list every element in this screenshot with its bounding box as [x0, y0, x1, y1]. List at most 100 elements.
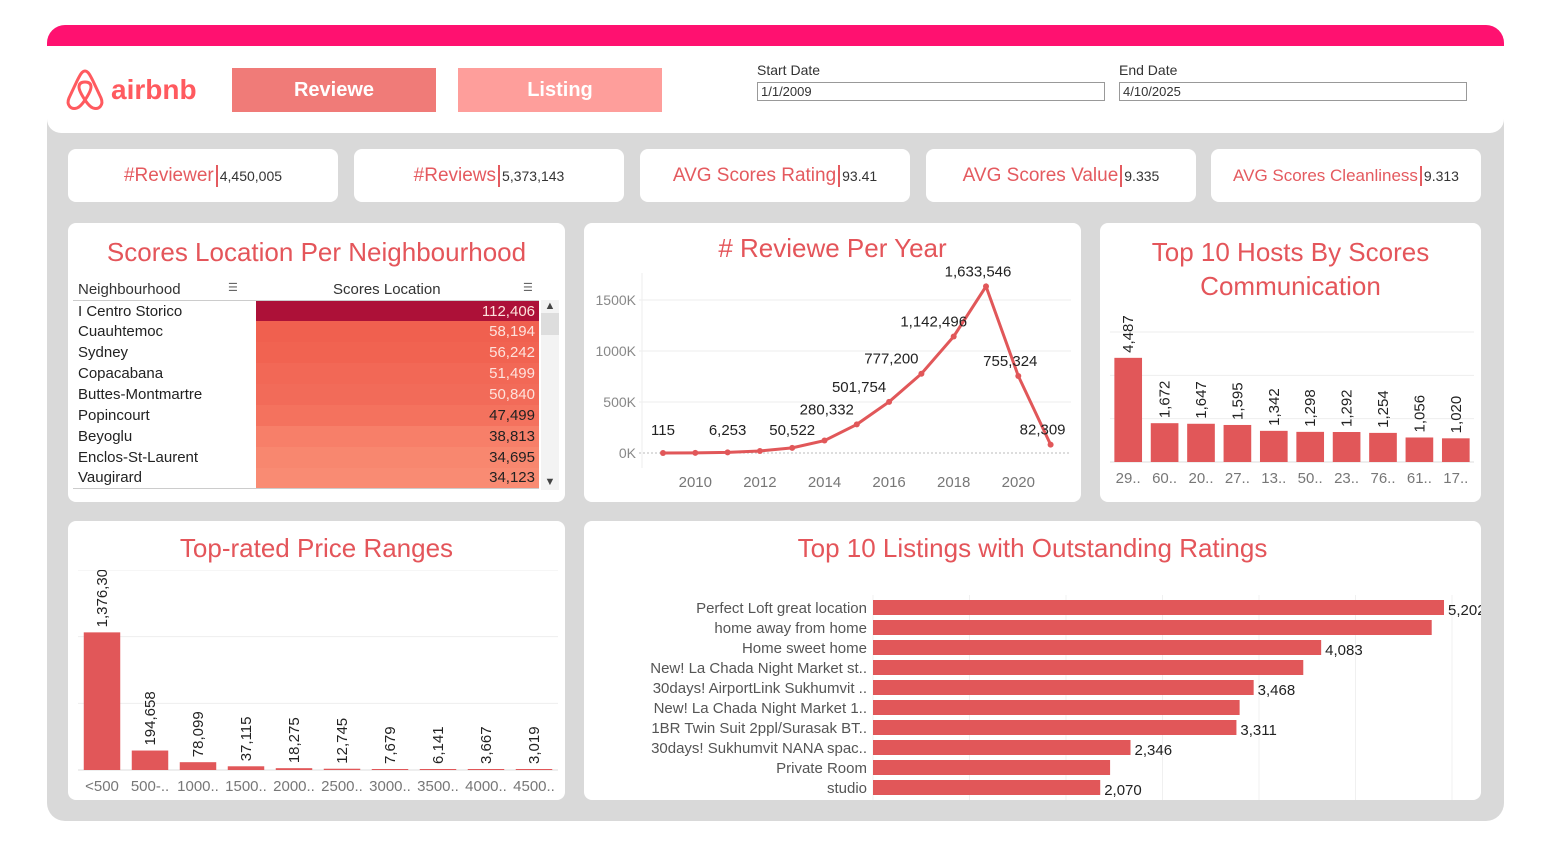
panel-title: Top-rated Price Ranges [179, 533, 454, 563]
tab-reviewe[interactable]: Reviewe [232, 68, 436, 112]
data-label: 18,275 [286, 717, 303, 763]
bar [1405, 437, 1434, 462]
bar [179, 762, 217, 770]
x-tick-label: 23.. [1334, 470, 1359, 487]
data-point [789, 444, 796, 451]
table-row[interactable]: Beyoglu 38,813 [73, 425, 539, 447]
scroll-up-icon[interactable]: ▲ [544, 300, 556, 312]
table-row[interactable]: Enclos-St-Laurent 34,695 [73, 446, 539, 468]
kpi-value: 9.335 [1124, 167, 1160, 184]
x-tick-label: 1500.. [225, 778, 267, 795]
data-point [660, 449, 666, 456]
airbnb-icon [66, 69, 104, 110]
table-row[interactable]: Cuauhtemoc 58,194 [73, 321, 539, 343]
x-tick-label: 4000.. [465, 778, 507, 795]
x-tick-label: 2500.. [321, 778, 363, 795]
sort-icon[interactable]: ☰ [228, 282, 238, 294]
data-label: 3,019 [526, 726, 543, 764]
panel-title: Scores Location Per Neighbourhood [106, 237, 527, 267]
scores-location-value: 56,242 [256, 342, 539, 364]
bar [873, 720, 1237, 735]
price-bar-chart: 1,376,302 <500 194,658 500-.. 78,099 1000.. 37… [78, 570, 558, 795]
start-date-filter: Start Date [757, 62, 1105, 101]
scores-location-value: 50,840 [256, 384, 539, 405]
data-label: 755,324 [983, 353, 1037, 370]
data-label: 1,633,546 [945, 263, 1012, 280]
airbnb-logo: airbnb [65, 68, 197, 112]
x-tick-label: 500-.. [131, 778, 169, 795]
bar [1332, 432, 1361, 462]
bar [467, 769, 505, 770]
data-label: 3,667 [478, 726, 495, 764]
bar [1441, 438, 1470, 462]
data-label: 50,522 [769, 422, 815, 439]
start-date-input[interactable] [757, 82, 1105, 101]
data-label: 280,332 [800, 401, 854, 418]
tab-listing[interactable]: Listing [458, 68, 662, 112]
x-tick-label: 1000.. [177, 778, 219, 795]
data-label: 1,595 [1229, 382, 1246, 420]
bar [1150, 423, 1179, 462]
col-header-neighbourhood[interactable]: Neighbourhood ☰ [78, 281, 238, 298]
scroll-down-icon[interactable]: ▼ [544, 476, 556, 488]
data-label: 37,115 [238, 717, 255, 762]
data-label: 2,346 [1135, 742, 1173, 759]
table-row[interactable]: Vaugirard 34,123 [73, 467, 539, 489]
scores-location-value: 51,499 [256, 363, 539, 385]
bar [1259, 430, 1288, 462]
kpi-value: 9.313 [1423, 167, 1459, 184]
neighbourhood-name: Cuauhtemoc [78, 323, 164, 341]
table-row[interactable]: Sydney 56,242 [73, 342, 539, 364]
bar [873, 780, 1101, 795]
kpi-label: #Reviews [414, 164, 501, 187]
x-tick-label: <500 [85, 778, 119, 795]
kpi-label: AVG Scores Rating [673, 164, 841, 187]
x-tick-label: 17.. [1443, 470, 1468, 487]
table-row[interactable]: Copacabana 51,499 [73, 363, 539, 385]
data-label: 194,658 [142, 691, 159, 745]
bar [1114, 357, 1143, 462]
panel-title: # Reviewe Per Year [718, 233, 947, 263]
bar [323, 768, 361, 770]
scores-location-value: 34,695 [256, 446, 539, 468]
neighbourhood-name: Sydney [78, 344, 129, 362]
bar [83, 632, 121, 770]
dashboard: airbnb Reviewe Listing Start Date End Da… [47, 25, 1504, 821]
bar [873, 600, 1444, 615]
data-point [1047, 441, 1054, 448]
data-label: 1,647 [1193, 381, 1210, 419]
col-label: Neighbourhood [78, 281, 181, 298]
end-date-input[interactable] [1119, 82, 1467, 101]
x-tick-label: 4500.. [513, 778, 555, 795]
scroll-thumb[interactable] [541, 313, 559, 335]
category-label: New! La Chada Night Market st.. [650, 660, 867, 677]
table-row[interactable]: Buttes-Montmartre 50,840 [73, 384, 539, 405]
data-label: 78,099 [190, 711, 207, 757]
y-tick-label: 0K [619, 445, 637, 461]
scrollbar[interactable]: ▲ ▼ [541, 300, 559, 490]
table-row[interactable]: Popincourt 47,499 [73, 404, 539, 426]
col-header-scores[interactable]: Scores Location ☰ [333, 281, 543, 298]
data-label: 6,141 [430, 726, 447, 764]
x-tick-label: 2014 [808, 474, 841, 491]
end-date-filter: End Date [1119, 62, 1467, 101]
x-tick-label: 2018 [937, 474, 970, 491]
data-label: 5,202 [1448, 602, 1481, 619]
x-tick-label: 2016 [872, 474, 905, 491]
bar [1187, 423, 1215, 462]
kpi-value: 4,450,005 [219, 167, 283, 184]
kpi-avg-value: AVG Scores Value 9.335 [926, 149, 1196, 202]
data-point [692, 449, 699, 456]
bar [873, 700, 1240, 715]
table-row[interactable]: I Centro Storico 112,406 [73, 300, 539, 322]
x-tick-label: 20.. [1188, 470, 1213, 487]
bar [515, 769, 553, 770]
neighbourhood-name: Buttes-Montmartre [78, 386, 203, 403]
x-tick-label: 3500.. [417, 778, 459, 795]
end-date-label: End Date [1119, 62, 1178, 78]
data-label: 7,679 [382, 726, 399, 764]
x-tick-label: 3000.. [369, 778, 411, 795]
sort-icon[interactable]: ☰ [523, 282, 533, 294]
category-label: Home sweet home [742, 640, 867, 657]
bar [131, 750, 169, 770]
